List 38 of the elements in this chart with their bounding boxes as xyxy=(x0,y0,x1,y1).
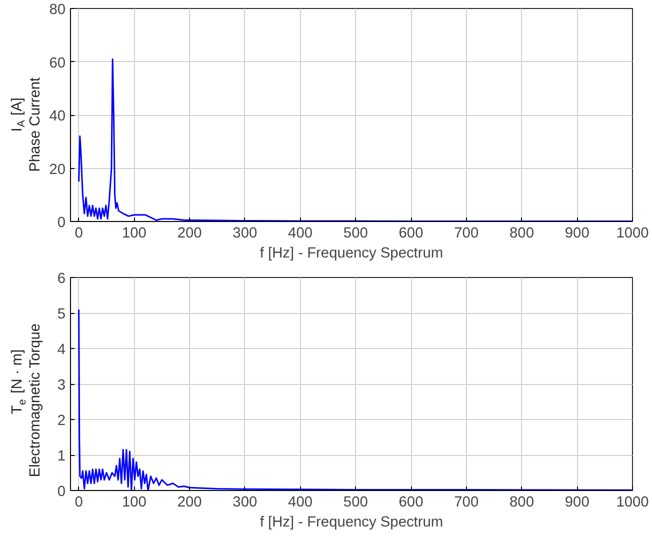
y-tick-label: 0 xyxy=(57,215,66,231)
x-tick-label: 1000 xyxy=(616,494,649,510)
x-tick-label: 700 xyxy=(454,494,479,510)
line-series xyxy=(78,58,632,222)
x-tick-label: 0 xyxy=(74,494,83,510)
x-tick-label: 200 xyxy=(177,226,202,242)
x-tick-label: 800 xyxy=(510,494,534,510)
y-tick-label: 80 xyxy=(49,2,66,18)
x-tick-label: 900 xyxy=(564,226,590,242)
x-tick-label: 0 xyxy=(74,226,83,242)
y-tick-label: 60 xyxy=(49,55,66,72)
x-tick-label: 300 xyxy=(232,226,258,242)
x-tick-label: 500 xyxy=(343,226,368,242)
x-tick-label: 100 xyxy=(122,494,146,510)
y-tick-label: 4 xyxy=(57,342,66,358)
y-tick-label: 20 xyxy=(49,162,66,178)
x-tick-label: 300 xyxy=(232,494,258,510)
x-tick-label: 100 xyxy=(122,226,146,242)
y-tick-label: 1 xyxy=(57,448,66,464)
y-tick-label: 3 xyxy=(57,378,66,394)
y-tick-label: 40 xyxy=(49,108,66,124)
x-tick-label: 800 xyxy=(510,226,534,242)
x-tick-label: 1000 xyxy=(616,226,649,242)
y-tick-label: 6 xyxy=(57,271,66,287)
x-axis-title: f [Hz] - Frequency Spectrum xyxy=(260,246,444,262)
y-tick-label: 0 xyxy=(57,484,66,500)
y-tick-label: 5 xyxy=(57,306,66,322)
y-tick-label: 2 xyxy=(57,413,66,429)
x-tick-label: 600 xyxy=(398,226,424,242)
line-series xyxy=(78,308,632,490)
x-axis-title: f [Hz] - Frequency Spectrum xyxy=(260,514,444,530)
x-tick-label: 700 xyxy=(454,226,479,242)
x-tick-label: 500 xyxy=(343,494,368,510)
x-tick-label: 600 xyxy=(398,494,424,510)
x-tick-label: 200 xyxy=(177,494,202,510)
x-tick-label: 400 xyxy=(288,494,313,510)
x-tick-label: 400 xyxy=(288,226,313,242)
x-tick-label: 900 xyxy=(564,494,590,510)
